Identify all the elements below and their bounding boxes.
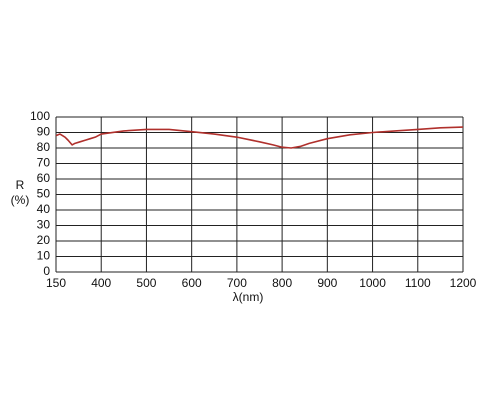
x-tick-label: 600 <box>182 276 202 290</box>
y-tick-label: 20 <box>37 233 51 247</box>
x-tick-label: 400 <box>91 276 111 290</box>
y-axis-label: (%) <box>11 193 30 207</box>
y-tick-label: 100 <box>30 109 50 123</box>
x-tick-label: 800 <box>272 276 292 290</box>
y-tick-label: 50 <box>37 187 51 201</box>
x-tick-label: 150 <box>46 276 66 290</box>
y-tick-label: 90 <box>37 125 51 139</box>
y-tick-label: 60 <box>37 171 51 185</box>
y-tick-label: 80 <box>37 140 51 154</box>
x-tick-label: 700 <box>227 276 247 290</box>
data-line <box>55 126 464 149</box>
y-tick-label: 10 <box>37 249 51 263</box>
x-axis-label: λ(nm) <box>233 290 264 304</box>
y-axis-label: R <box>16 178 25 192</box>
x-tick-label: 1200 <box>450 276 477 290</box>
x-tick-label: 500 <box>136 276 156 290</box>
y-tick-label: 40 <box>37 202 51 216</box>
x-tick-label: 1100 <box>405 276 431 290</box>
y-tick-label: 70 <box>37 156 51 170</box>
y-tick-label: 30 <box>37 218 51 232</box>
x-tick-label: 900 <box>317 276 337 290</box>
x-tick-label: 1000 <box>359 276 386 290</box>
y-tick-label: 0 <box>43 264 50 278</box>
